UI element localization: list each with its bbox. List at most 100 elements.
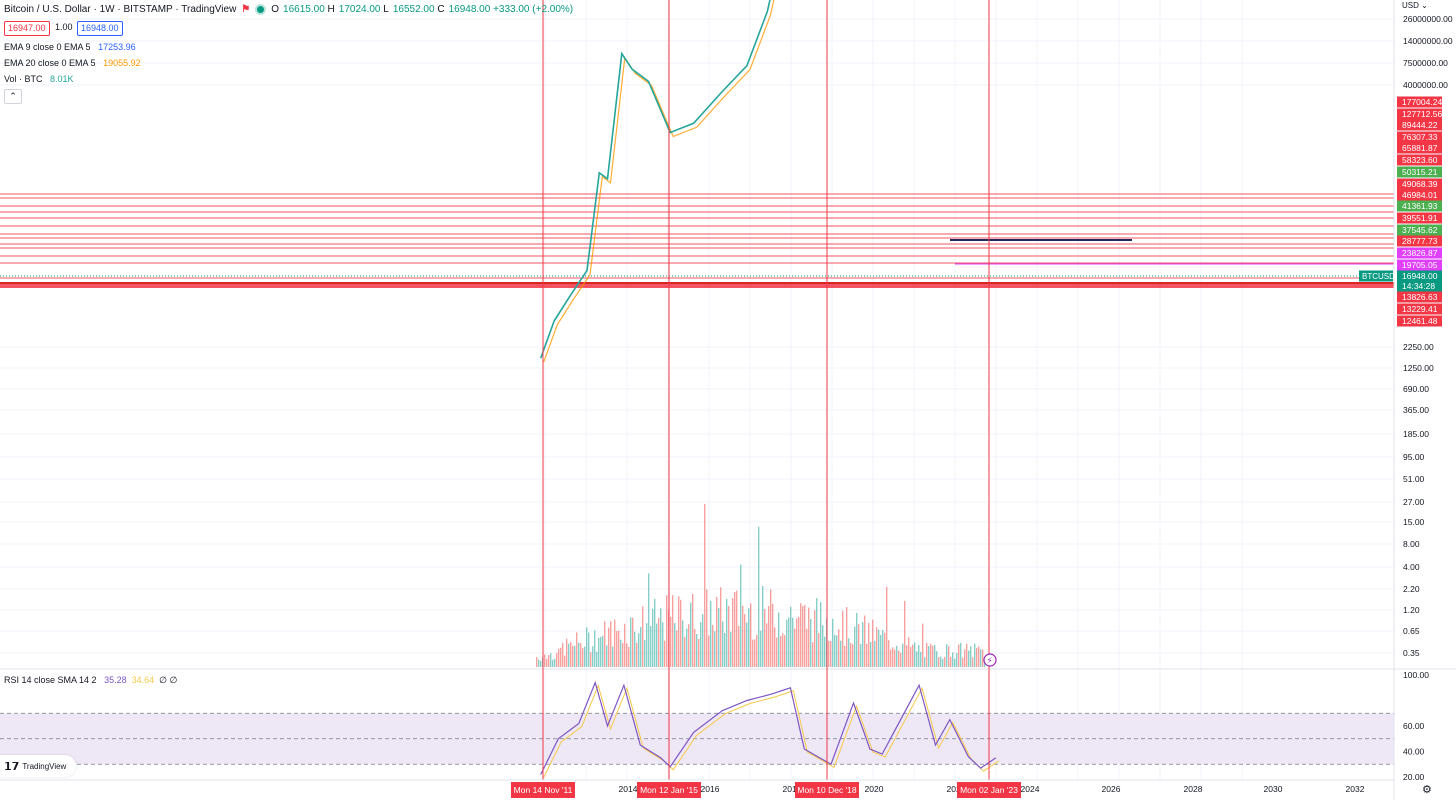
volume-bar [670, 616, 672, 667]
rsi-legend[interactable]: RSI 14 close SMA 14 2 35.28 34.64 ∅ ∅ [4, 675, 177, 686]
volume-bar [872, 619, 874, 667]
volume-bar [600, 636, 602, 667]
price-level-tag [1397, 315, 1442, 327]
volume-bar [932, 645, 934, 667]
volume-bar [550, 653, 552, 667]
volume-bar [556, 652, 558, 667]
volume-bar [652, 608, 654, 667]
lightning-glyph: ⚡ [987, 657, 993, 667]
volume-bar [792, 617, 794, 667]
volume-bar [632, 617, 634, 667]
price-level-tag [1397, 212, 1442, 224]
indicator-volume[interactable]: Vol · BTC 8.01K [4, 74, 74, 84]
volume-bar [552, 659, 554, 667]
price-level-tag-text: 28777.73 [1402, 236, 1438, 246]
tradingview-logo[interactable]: 𝟭𝟳 TradingView [0, 755, 76, 777]
volume-bar [618, 630, 620, 667]
volume-bar [906, 645, 908, 667]
rsi-line [540, 680, 997, 775]
volume-bar [776, 637, 778, 667]
symbol-tag [1359, 270, 1393, 282]
volume-bar [750, 603, 752, 667]
indicator-value: 19055.92 [103, 58, 141, 68]
price-axis-label: 95.00 [1403, 452, 1425, 462]
volume-bar [584, 646, 586, 667]
volume-bar [952, 652, 954, 667]
volume-bar [644, 640, 646, 667]
buy-price-button[interactable]: 16948.00 [77, 21, 123, 36]
volume-bar [738, 626, 740, 667]
price-level-tag [1397, 142, 1442, 154]
ema20-line [543, 0, 775, 363]
time-axis-label: 2026 [1102, 784, 1121, 794]
currency-selector[interactable]: USD ⌄ [1402, 1, 1428, 10]
volume-bar [948, 646, 950, 667]
price-level-tag-text: 58323.60 [1402, 155, 1438, 165]
volume-bar [654, 598, 656, 667]
price-axis-label: 0.65 [1403, 626, 1420, 636]
volume-bar [922, 623, 924, 667]
volume-bar [820, 602, 822, 667]
volume-bar [788, 617, 790, 667]
symbol-title[interactable]: Bitcoin / U.S. Dollar · 1W · BITSTAMP · … [4, 4, 237, 15]
collapse-legend-button[interactable]: ⌃ [4, 89, 22, 104]
price-axis-label: 4000000.00 [1403, 80, 1448, 90]
flag-icon[interactable]: ⚑ [241, 4, 251, 15]
volume-bar [968, 650, 970, 667]
price-level-tag [1397, 131, 1442, 143]
volume-bar [570, 641, 572, 667]
volume-bar [756, 634, 758, 667]
volume-bar [662, 622, 664, 667]
volume-bar [710, 600, 712, 667]
price-axis-label: 185.00 [1403, 429, 1429, 439]
indicator-ema20[interactable]: EMA 20 close 0 EMA 5 19055.92 [4, 58, 141, 68]
volume-bar [946, 644, 948, 667]
volume-bar [844, 645, 846, 667]
volume-bar [772, 603, 774, 667]
volume-bar [690, 602, 692, 667]
volume-bar [770, 589, 772, 667]
price-level-tag-text: 127712.56 [1402, 109, 1442, 119]
volume-bar [610, 621, 612, 667]
volume-bar [598, 637, 600, 667]
price-level-tag-text: 177004.24 [1402, 97, 1442, 107]
volume-bar [638, 633, 640, 667]
volume-bar [818, 633, 820, 667]
volume-bar [980, 649, 982, 667]
price-level-tag-text: 49068.39 [1402, 179, 1438, 189]
volume-bar [726, 598, 728, 667]
price-axis-label: 15.00 [1403, 517, 1425, 527]
volume-bar [850, 642, 852, 667]
volume-bar [934, 645, 936, 667]
indicator-value: 8.01K [50, 74, 74, 84]
volume-bar [596, 651, 598, 667]
volume-bar [870, 642, 872, 667]
sell-price-button[interactable]: 16947.00 [4, 21, 50, 36]
volume-bar [890, 649, 892, 667]
time-axis-label: 2032 [1346, 784, 1365, 794]
volume-bar [650, 625, 652, 667]
settings-gear-icon: ⚙ [1422, 783, 1432, 796]
volume-bar [606, 645, 608, 667]
volume-bar [840, 640, 842, 667]
indicator-ema9[interactable]: EMA 9 close 0 EMA 5 17253.96 [4, 42, 136, 52]
date-marker-text: Mon 14 Nov '11 [514, 785, 573, 795]
rsi-axis-label: 60.00 [1403, 721, 1425, 731]
volume-bar [718, 607, 720, 667]
volume-bar [692, 593, 694, 667]
date-marker-tag [511, 782, 575, 798]
volume-bar [678, 596, 680, 667]
volume-bar [588, 632, 590, 667]
rsi-sma-line [543, 684, 1000, 778]
volume-bar [614, 619, 616, 667]
time-axis-label: 2020 [865, 784, 884, 794]
price-axis-label: 2250.00 [1403, 342, 1434, 352]
volume-bar [866, 643, 868, 667]
price-level-tag-text: 89444.22 [1402, 120, 1438, 130]
volume-bar [864, 615, 866, 667]
volume-bar [748, 608, 750, 667]
price-level-tag [1397, 280, 1442, 292]
volume-bar [664, 640, 666, 667]
volume-bar [868, 623, 870, 667]
